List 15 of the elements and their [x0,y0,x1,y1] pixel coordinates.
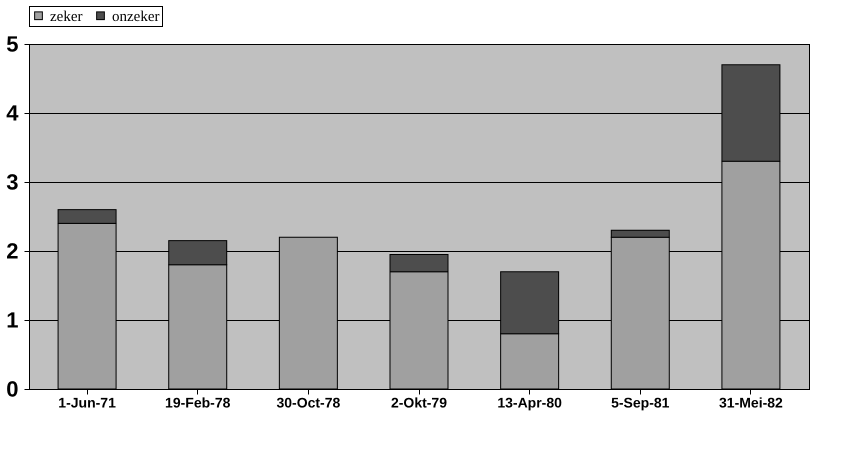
legend-label: zeker [50,8,82,25]
y-tick-label: 4 [6,100,20,126]
x-tick-label: 30-Oct-78 [276,394,340,410]
x-tick-label: 2-Okt-79 [390,394,448,410]
x-tick-label: 13-Apr-80 [497,394,562,410]
x-tick-label: 1-Jun-71 [58,394,116,410]
y-tick-label: 5 [6,32,18,56]
x-tick-label: 19-Feb-78 [165,394,231,410]
x-tick-label: 31-Mei-82 [719,394,784,410]
y-tick-label: 2 [6,238,18,264]
y-tick-label: 3 [6,170,18,194]
y-tick-label: 0 [6,376,18,402]
x-tick-label: 5-Sep-81 [611,394,670,410]
y-tick-label: 1 [6,308,18,332]
legend-label: onzeker [112,8,160,25]
